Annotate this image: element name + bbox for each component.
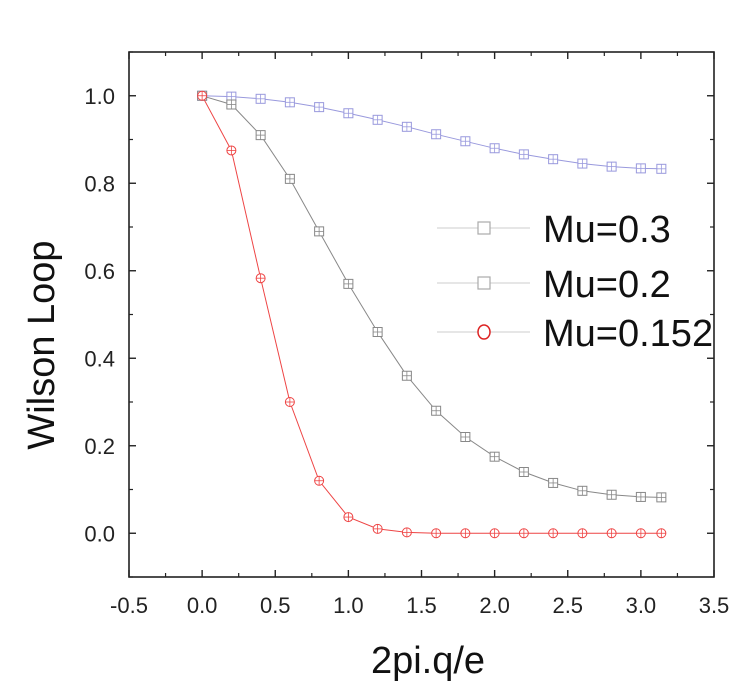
y-tick-label: 0.0 xyxy=(84,521,115,546)
x-tick-label: -0.5 xyxy=(110,593,148,618)
legend-label: Mu=0.152 xyxy=(543,313,713,355)
x-tick-label: 3.0 xyxy=(626,593,657,618)
legend-label: Mu=0.2 xyxy=(543,264,671,306)
legend-entry: Mu=0.2 xyxy=(437,264,671,306)
plot-area xyxy=(197,90,667,539)
x-tick-label: 1.5 xyxy=(406,593,437,618)
series-3 xyxy=(197,90,667,539)
x-tick-label: 2.5 xyxy=(552,593,583,618)
series-1 xyxy=(197,90,667,174)
y-tick-label: 0.2 xyxy=(84,434,115,459)
x-tick-label: 0.5 xyxy=(260,593,291,618)
x-axis-title: 2pi.q/e xyxy=(371,640,485,682)
legend-entry: Mu=0.3 xyxy=(437,209,671,251)
legend-marker xyxy=(477,221,491,235)
x-tick-label: 1.0 xyxy=(333,593,364,618)
y-tick-label: 0.4 xyxy=(84,346,115,371)
x-axis: -0.5 0.0 0.5 1.0 1.5 2.0 2.5 3.0 3.5 xyxy=(110,52,729,618)
x-tick-label: 0.0 xyxy=(187,593,218,618)
y-tick-label: 1.0 xyxy=(84,84,115,109)
y-tick-label: 0.6 xyxy=(84,259,115,284)
legend-marker xyxy=(477,276,491,290)
legend-label: Mu=0.3 xyxy=(543,209,671,251)
y-tick-label: 0.8 xyxy=(84,171,115,196)
y-axis-title: Wilson Loop xyxy=(21,240,63,449)
legend-marker xyxy=(477,324,491,340)
x-tick-label: 3.5 xyxy=(699,593,730,618)
y-axis: 0.0 0.2 0.4 0.6 0.8 1.0 xyxy=(84,51,714,578)
legend: Mu=0.3 Mu=0.2 Mu=0.152 xyxy=(437,209,713,355)
legend-entry: Mu=0.152 xyxy=(437,313,713,355)
x-tick-label: 2.0 xyxy=(479,593,510,618)
